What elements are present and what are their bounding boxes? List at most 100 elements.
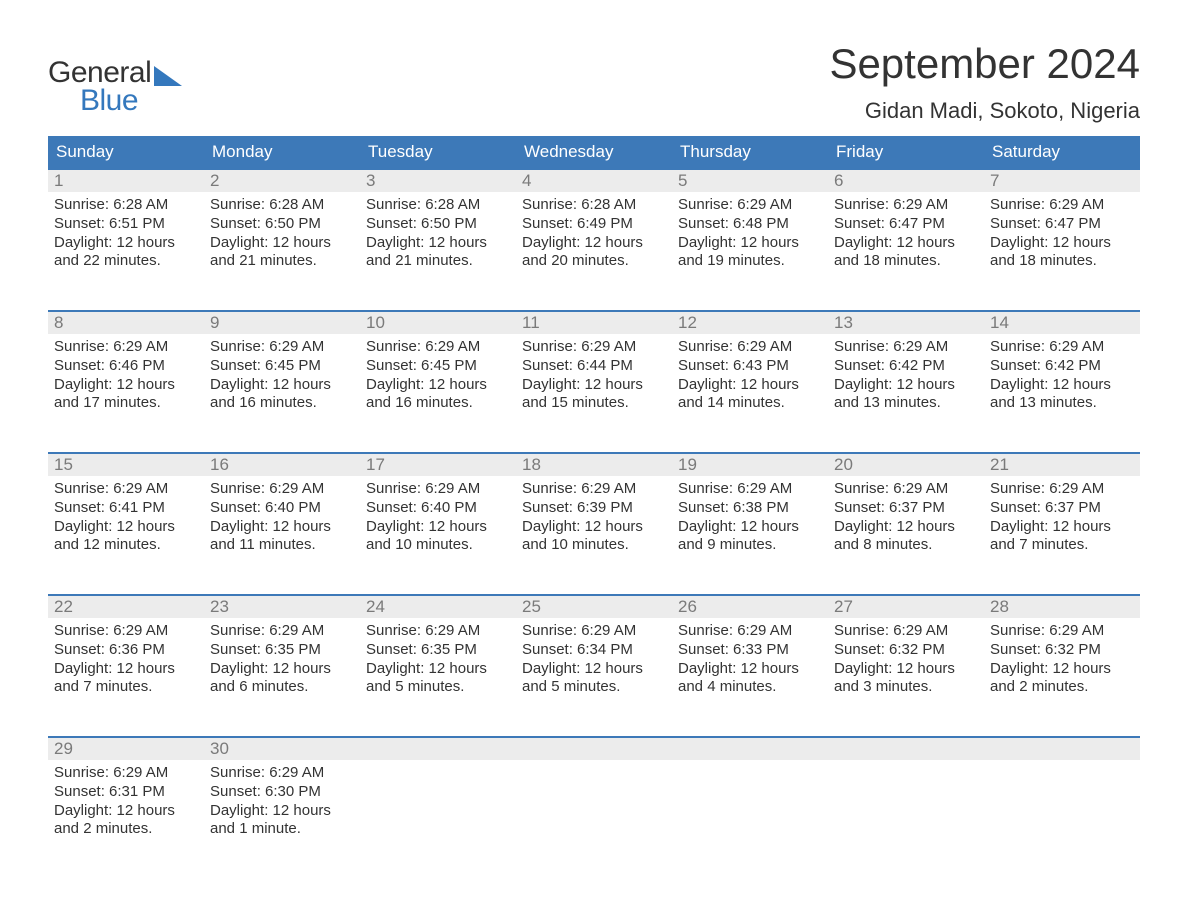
day-dl1: Daylight: 12 hours: [366, 376, 510, 395]
day-cell: 15Sunrise: 6:29 AMSunset: 6:41 PMDayligh…: [48, 454, 204, 578]
day-cell: 1Sunrise: 6:28 AMSunset: 6:51 PMDaylight…: [48, 170, 204, 294]
week-row: 8 Sunrise: 6:29 AMSunset: 6:46 PMDaylight…: [48, 310, 1140, 436]
day-number: 29: [54, 739, 73, 758]
day-sunrise: Sunrise: 6:29 AM: [990, 622, 1134, 641]
day-dl1: Daylight: 12 hours: [678, 660, 822, 679]
day-dl2: and 18 minutes.: [834, 252, 978, 271]
day-sunrise: Sunrise: 6:29 AM: [366, 338, 510, 357]
day-cell: 21Sunrise: 6:29 AMSunset: 6:37 PMDayligh…: [984, 454, 1140, 578]
day-dl2: and 9 minutes.: [678, 536, 822, 555]
day-cell: 7Sunrise: 6:29 AMSunset: 6:47 PMDaylight…: [984, 170, 1140, 294]
day-dl2: and 2 minutes.: [990, 678, 1134, 697]
day-sunrise: Sunrise: 6:29 AM: [54, 622, 198, 641]
day-cell: 11Sunrise: 6:29 AMSunset: 6:44 PMDayligh…: [516, 312, 672, 436]
weekday-header: Saturday: [984, 136, 1140, 168]
day-body: Sunrise: 6:29 AMSunset: 6:36 PMDaylight:…: [48, 618, 204, 705]
day-sunset: Sunset: 6:44 PM: [522, 357, 666, 376]
day-body: Sunrise: 6:29 AMSunset: 6:30 PMDaylight:…: [204, 760, 360, 847]
day-dl1: Daylight: 12 hours: [210, 376, 354, 395]
week-row: 29 Sunrise: 6:29 AMSunset: 6:31 PMDayligh…: [48, 736, 1140, 862]
day-number: 20: [834, 455, 853, 474]
day-sunrise: Sunrise: 6:29 AM: [990, 338, 1134, 357]
day-dl1: Daylight: 12 hours: [678, 234, 822, 253]
day-cell: 5Sunrise: 6:29 AMSunset: 6:48 PMDaylight…: [672, 170, 828, 294]
day-dl2: and 5 minutes.: [366, 678, 510, 697]
day-dl2: and 16 minutes.: [366, 394, 510, 413]
day-number: 28: [990, 597, 1009, 616]
day-dl1: Daylight: 12 hours: [990, 234, 1134, 253]
day-body: Sunrise: 6:29 AMSunset: 6:33 PMDaylight:…: [672, 618, 828, 705]
day-cell: 6Sunrise: 6:29 AMSunset: 6:47 PMDaylight…: [828, 170, 984, 294]
day-dl2: and 14 minutes.: [678, 394, 822, 413]
day-dl2: and 2 minutes.: [54, 820, 198, 839]
day-sunset: Sunset: 6:30 PM: [210, 783, 354, 802]
day-body: Sunrise: 6:29 AMSunset: 6:35 PMDaylight:…: [204, 618, 360, 705]
day-sunset: Sunset: 6:40 PM: [210, 499, 354, 518]
calendar: Sunday Monday Tuesday Wednesday Thursday…: [48, 136, 1140, 862]
day-dl1: Daylight: 12 hours: [990, 660, 1134, 679]
day-body: Sunrise: 6:29 AMSunset: 6:31 PMDaylight:…: [48, 760, 204, 847]
day-sunset: Sunset: 6:45 PM: [210, 357, 354, 376]
day-number: 6: [834, 171, 843, 190]
day-dl2: and 21 minutes.: [210, 252, 354, 271]
day-dl2: and 19 minutes.: [678, 252, 822, 271]
day-body: Sunrise: 6:29 AMSunset: 6:40 PMDaylight:…: [360, 476, 516, 563]
day-dl2: and 17 minutes.: [54, 394, 198, 413]
day-body: Sunrise: 6:29 AMSunset: 6:37 PMDaylight:…: [828, 476, 984, 563]
day-sunset: Sunset: 6:38 PM: [678, 499, 822, 518]
day-dl1: Daylight: 12 hours: [366, 660, 510, 679]
day-body: Sunrise: 6:29 AMSunset: 6:46 PMDaylight:…: [48, 334, 204, 421]
day-body: Sunrise: 6:29 AMSunset: 6:45 PMDaylight:…: [204, 334, 360, 421]
day-number: 23: [210, 597, 229, 616]
day-sunrise: Sunrise: 6:29 AM: [678, 622, 822, 641]
weekday-header: Friday: [828, 136, 984, 168]
day-body: Sunrise: 6:29 AMSunset: 6:41 PMDaylight:…: [48, 476, 204, 563]
day-cell: 10Sunrise: 6:29 AMSunset: 6:45 PMDayligh…: [360, 312, 516, 436]
day-number: 17: [366, 455, 385, 474]
day-number: 14: [990, 313, 1009, 332]
day-sunset: Sunset: 6:50 PM: [366, 215, 510, 234]
day-sunset: Sunset: 6:42 PM: [834, 357, 978, 376]
day-number: 26: [678, 597, 697, 616]
day-dl2: and 16 minutes.: [210, 394, 354, 413]
week-row: 22Sunrise: 6:29 AMSunset: 6:36 PMDayligh…: [48, 594, 1140, 720]
day-number: 8: [54, 313, 63, 332]
weekday-header: Wednesday: [516, 136, 672, 168]
day-cell: 29 Sunrise: 6:29 AMSunset: 6:31 PMDayligh…: [48, 738, 204, 862]
day-body: Sunrise: 6:29 AMSunset: 6:32 PMDaylight:…: [828, 618, 984, 705]
day-body: Sunrise: 6:29 AMSunset: 6:34 PMDaylight:…: [516, 618, 672, 705]
day-sunrise: Sunrise: 6:29 AM: [366, 622, 510, 641]
day-dl1: Daylight: 12 hours: [210, 234, 354, 253]
day-number: 3: [366, 171, 375, 190]
day-dl2: and 10 minutes.: [522, 536, 666, 555]
day-number: 19: [678, 455, 697, 474]
day-dl1: Daylight: 12 hours: [678, 518, 822, 537]
day-number: 22: [54, 597, 73, 616]
day-dl2: and 8 minutes.: [834, 536, 978, 555]
day-sunset: Sunset: 6:47 PM: [990, 215, 1134, 234]
day-body: Sunrise: 6:29 AMSunset: 6:45 PMDaylight:…: [360, 334, 516, 421]
day-cell: 3Sunrise: 6:28 AMSunset: 6:50 PMDaylight…: [360, 170, 516, 294]
day-sunrise: Sunrise: 6:29 AM: [54, 764, 198, 783]
title-block: September 2024 Gidan Madi, Sokoto, Niger…: [829, 40, 1140, 124]
day-cell: 13Sunrise: 6:29 AMSunset: 6:42 PMDayligh…: [828, 312, 984, 436]
day-number: 13: [834, 313, 853, 332]
day-sunrise: Sunrise: 6:29 AM: [678, 480, 822, 499]
location: Gidan Madi, Sokoto, Nigeria: [829, 98, 1140, 124]
day-body: Sunrise: 6:29 AMSunset: 6:38 PMDaylight:…: [672, 476, 828, 563]
day-sunrise: Sunrise: 6:29 AM: [210, 480, 354, 499]
day-sunrise: Sunrise: 6:29 AM: [54, 480, 198, 499]
day-sunset: Sunset: 6:36 PM: [54, 641, 198, 660]
page-header: General Blue September 2024 Gidan Madi, …: [48, 40, 1140, 124]
day-sunrise: Sunrise: 6:29 AM: [366, 480, 510, 499]
weekday-header: Tuesday: [360, 136, 516, 168]
day-cell: .: [360, 738, 516, 862]
day-dl1: Daylight: 12 hours: [678, 376, 822, 395]
day-dl2: and 18 minutes.: [990, 252, 1134, 271]
day-body: Sunrise: 6:29 AMSunset: 6:32 PMDaylight:…: [984, 618, 1140, 705]
day-number: 21: [990, 455, 1009, 474]
day-cell: .: [828, 738, 984, 862]
day-cell: 2Sunrise: 6:28 AMSunset: 6:50 PMDaylight…: [204, 170, 360, 294]
day-dl2: and 1 minute.: [210, 820, 354, 839]
day-sunrise: Sunrise: 6:29 AM: [210, 338, 354, 357]
